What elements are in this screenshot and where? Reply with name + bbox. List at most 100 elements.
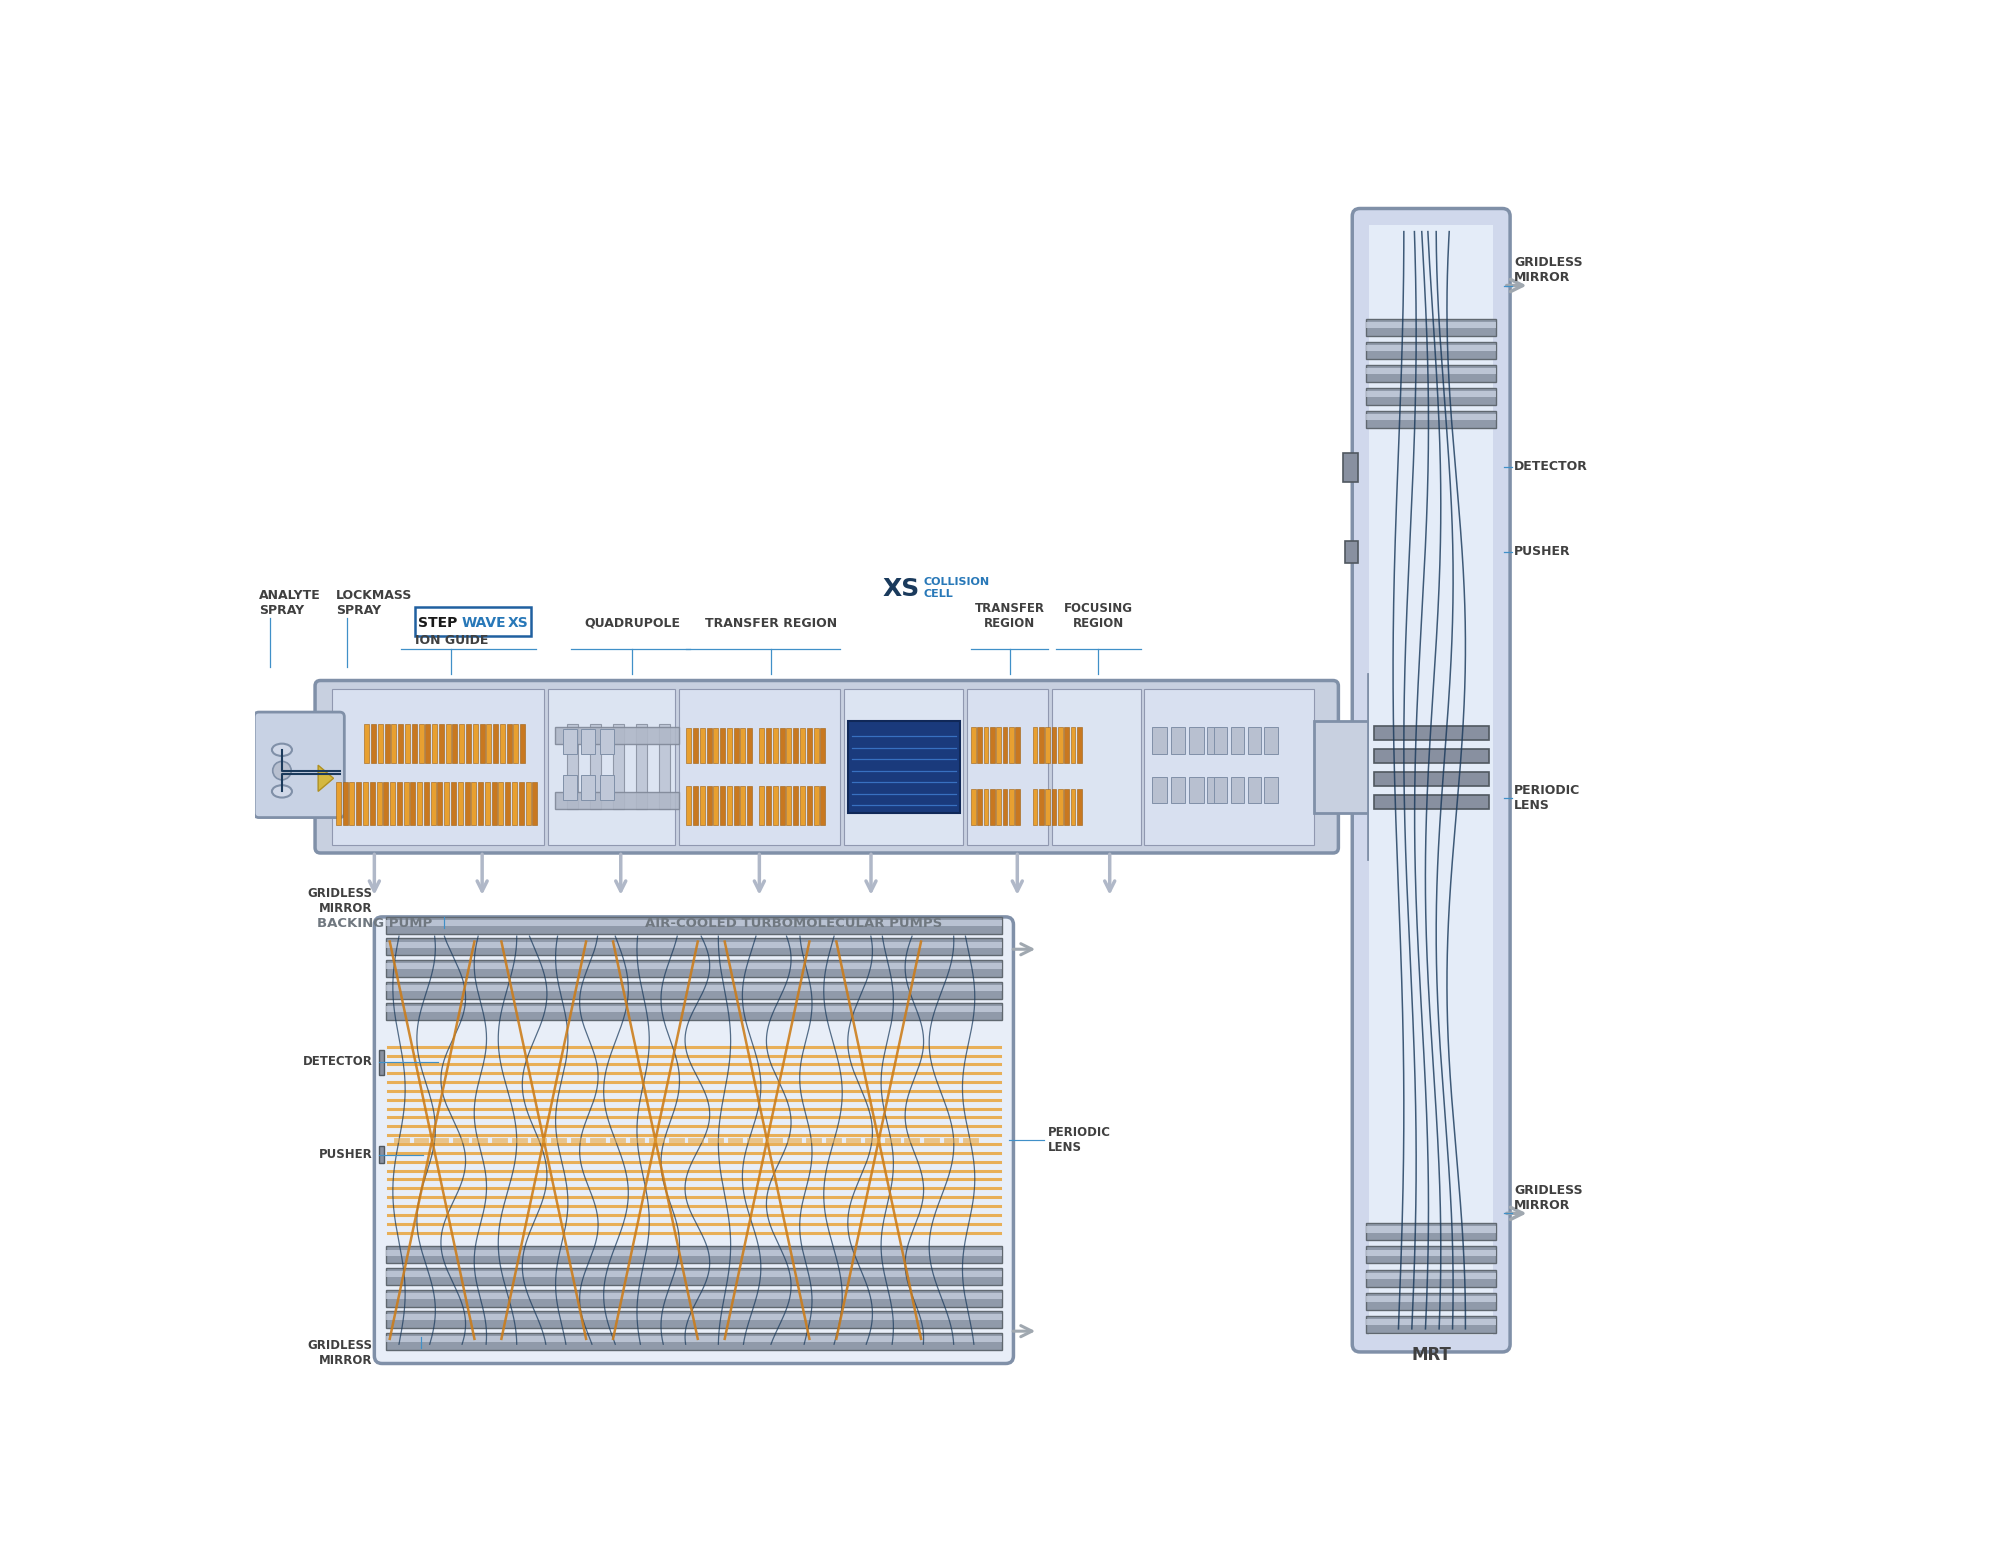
Bar [386, 941, 1002, 947]
Bar [820, 728, 826, 763]
Bar [492, 782, 496, 825]
Bar [1366, 345, 1496, 351]
Bar [386, 1312, 1002, 1329]
Bar [384, 725, 390, 763]
Bar [478, 782, 484, 825]
Bar [1374, 772, 1488, 786]
Text: QUADRUPOLE: QUADRUPOLE [584, 616, 680, 630]
Bar [1366, 1316, 1496, 1333]
Text: TRANSFER
REGION: TRANSFER REGION [974, 601, 1044, 630]
Bar [1058, 789, 1062, 825]
Bar [386, 1247, 1002, 1264]
Bar [418, 725, 424, 763]
Bar [1214, 728, 1226, 754]
Bar [460, 725, 464, 763]
Bar [1344, 541, 1358, 562]
Text: DETECTOR: DETECTOR [1514, 460, 1588, 473]
Text: PERIODIC
LENS: PERIODIC LENS [1514, 783, 1580, 811]
Bar [386, 1333, 1002, 1350]
Bar [1344, 453, 1358, 482]
Bar [1374, 726, 1488, 740]
Bar [1070, 728, 1076, 763]
Bar [1366, 1319, 1496, 1326]
FancyBboxPatch shape [254, 712, 344, 817]
Bar [984, 789, 988, 825]
FancyBboxPatch shape [374, 916, 1014, 1364]
Bar [600, 776, 614, 800]
Bar [458, 782, 462, 825]
Bar [424, 782, 428, 825]
Bar [726, 728, 732, 763]
Bar [600, 729, 614, 754]
Bar [686, 786, 692, 825]
Bar [1016, 728, 1020, 763]
Bar [990, 789, 994, 825]
Bar [386, 1003, 1002, 1020]
Bar [1076, 789, 1082, 825]
Bar [700, 728, 704, 763]
Bar [386, 1290, 1002, 1307]
Bar [378, 1146, 384, 1163]
Bar [514, 725, 518, 763]
FancyBboxPatch shape [1352, 209, 1510, 1352]
Bar [1366, 1293, 1496, 1310]
Bar [1002, 789, 1008, 825]
Bar [1366, 388, 1496, 405]
Bar [1052, 728, 1056, 763]
Bar [1064, 728, 1068, 763]
Bar [386, 959, 1002, 976]
Bar [972, 728, 976, 763]
Bar [766, 728, 772, 763]
Bar [614, 725, 624, 810]
Bar [636, 725, 646, 810]
Bar [1076, 728, 1082, 763]
Ellipse shape [272, 785, 292, 797]
Bar [1144, 689, 1314, 845]
Bar [772, 728, 778, 763]
Text: PUSHER: PUSHER [320, 1148, 372, 1160]
Text: BACKING PUMP: BACKING PUMP [316, 916, 432, 930]
Bar [1064, 789, 1068, 825]
Bar [386, 981, 1002, 998]
Bar [386, 1272, 1002, 1278]
Bar [1040, 789, 1044, 825]
Bar [772, 786, 778, 825]
Text: STEP: STEP [418, 616, 458, 630]
Bar [376, 782, 382, 825]
Bar [692, 786, 698, 825]
Bar [438, 725, 444, 763]
Bar [806, 728, 812, 763]
Bar [452, 782, 456, 825]
Bar [760, 728, 764, 763]
Bar [336, 782, 340, 825]
Bar [678, 689, 840, 845]
Bar [978, 728, 982, 763]
Text: COLLISION
CELL: COLLISION CELL [924, 578, 990, 599]
Bar [1040, 728, 1044, 763]
Bar [1366, 1227, 1496, 1233]
Bar [438, 782, 442, 825]
Bar [1016, 789, 1020, 825]
Bar [1052, 689, 1140, 845]
Bar [1214, 777, 1226, 803]
Bar [520, 725, 526, 763]
Bar [378, 1051, 384, 1075]
Text: GRIDLESS
MIRROR: GRIDLESS MIRROR [308, 1340, 372, 1367]
Bar [412, 725, 416, 763]
Bar [500, 725, 504, 763]
Bar [1314, 720, 1380, 813]
Bar [1248, 777, 1260, 803]
Bar [392, 725, 396, 763]
Bar [370, 782, 374, 825]
Bar [472, 782, 476, 825]
Bar [1366, 321, 1496, 328]
Bar [466, 725, 470, 763]
Bar [1032, 789, 1038, 825]
Bar [1374, 796, 1488, 810]
Bar [410, 782, 416, 825]
Bar [464, 782, 470, 825]
Bar [972, 789, 976, 825]
Bar [814, 786, 818, 825]
Ellipse shape [272, 743, 292, 756]
Bar [430, 782, 436, 825]
